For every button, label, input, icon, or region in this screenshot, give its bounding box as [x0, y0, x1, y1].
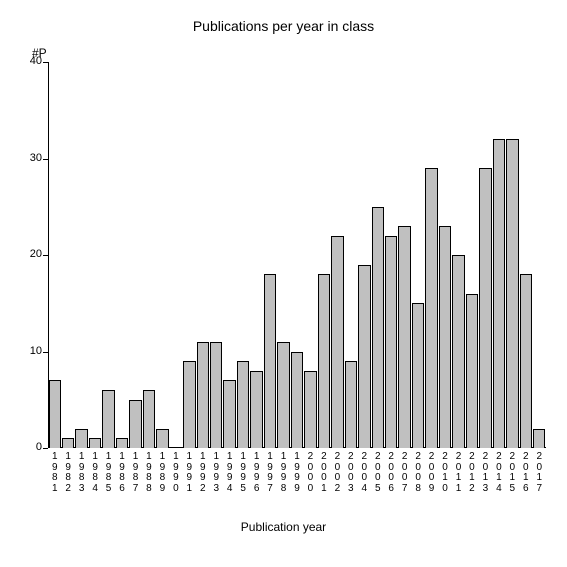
x-tick-label: 2008 [411, 452, 424, 494]
y-tick-label: 10 [12, 345, 42, 357]
x-tick-label: 1996 [250, 452, 263, 494]
bar [304, 371, 316, 448]
bar [49, 380, 61, 448]
x-tick-label: 1986 [115, 452, 128, 494]
x-tick-label: 1990 [169, 452, 182, 494]
x-tick-label: 2014 [492, 452, 505, 494]
bar [291, 352, 303, 449]
x-tick-label: 2005 [371, 452, 384, 494]
y-tick-label: 30 [12, 152, 42, 164]
x-tick-label: 2003 [344, 452, 357, 494]
x-tick-label: 1983 [75, 452, 88, 494]
y-tick-mark [43, 352, 48, 353]
bar [237, 361, 249, 448]
bar [358, 265, 370, 448]
x-tick-label: 2013 [479, 452, 492, 494]
x-tick-label: 2016 [519, 452, 532, 494]
chart-container: Publications per year in class #P 198119… [0, 0, 567, 567]
y-tick-label: 20 [12, 248, 42, 260]
x-tick-label: 1999 [290, 452, 303, 494]
x-tick-label: 2007 [398, 452, 411, 494]
x-tick-label: 2006 [384, 452, 397, 494]
x-tick-label: 1992 [196, 452, 209, 494]
bar [62, 438, 74, 448]
x-tick-label: 2015 [506, 452, 519, 494]
y-tick-mark [43, 448, 48, 449]
x-tick-label: 1995 [236, 452, 249, 494]
x-tick-label: 1984 [88, 452, 101, 494]
bar [466, 294, 478, 448]
x-tick-label: 1993 [210, 452, 223, 494]
y-tick-label: 40 [12, 55, 42, 67]
x-tick-label: 2002 [331, 452, 344, 494]
bar [372, 207, 384, 448]
x-tick-label: 1985 [102, 452, 115, 494]
bar [75, 429, 87, 448]
bar [318, 274, 330, 448]
x-tick-label: 1998 [277, 452, 290, 494]
bar [223, 380, 235, 448]
x-tick-label: 1987 [129, 452, 142, 494]
bar [156, 429, 168, 448]
bar [331, 236, 343, 448]
bar [129, 400, 141, 448]
y-tick-mark [43, 255, 48, 256]
bar [425, 168, 437, 448]
bar [398, 226, 410, 448]
plot-area [48, 62, 546, 448]
x-tick-label: 1989 [156, 452, 169, 494]
bar [277, 342, 289, 448]
bar [345, 361, 357, 448]
y-tick-label: 0 [12, 441, 42, 453]
x-tick-label: 1981 [48, 452, 61, 494]
x-tick-label: 2017 [533, 452, 546, 494]
x-tick-label: 1997 [263, 452, 276, 494]
bar [479, 168, 491, 448]
bar [506, 139, 518, 448]
bar [412, 303, 424, 448]
bar [452, 255, 464, 448]
bar [89, 438, 101, 448]
x-tick-label: 1991 [183, 452, 196, 494]
bar [102, 390, 114, 448]
bar [210, 342, 222, 448]
bar [183, 361, 195, 448]
x-tick-label: 2009 [425, 452, 438, 494]
x-tick-label: 1982 [61, 452, 74, 494]
bar [533, 429, 545, 448]
bar [520, 274, 532, 448]
bar [439, 226, 451, 448]
y-tick-mark [43, 159, 48, 160]
x-tick-label: 1994 [223, 452, 236, 494]
y-tick-mark [43, 62, 48, 63]
x-tick-label: 2004 [358, 452, 371, 494]
bar [170, 447, 182, 448]
x-tick-label: 2011 [452, 452, 465, 494]
x-tick-label: 2012 [465, 452, 478, 494]
x-tick-label: 2000 [304, 452, 317, 494]
chart-title: Publications per year in class [0, 18, 567, 34]
bar [143, 390, 155, 448]
x-tick-label: 2010 [438, 452, 451, 494]
bar [197, 342, 209, 448]
x-tick-label: 1988 [142, 452, 155, 494]
bar [250, 371, 262, 448]
x-axis-label: Publication year [0, 520, 567, 534]
bar [116, 438, 128, 448]
bar [385, 236, 397, 448]
bar [493, 139, 505, 448]
x-tick-label: 2001 [317, 452, 330, 494]
bar [264, 274, 276, 448]
